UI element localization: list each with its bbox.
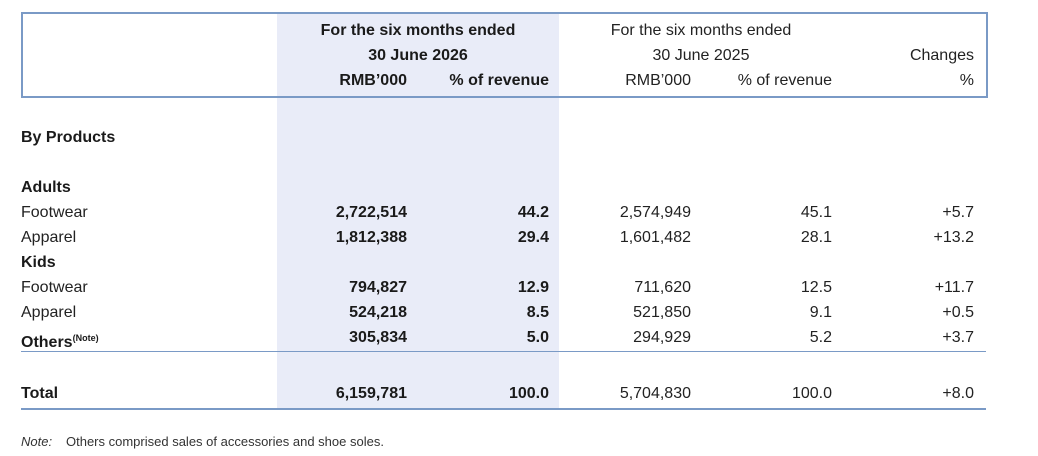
cell-pct-2026: 5.0 (526, 329, 549, 346)
cell-rmb-2026: 524,218 (349, 304, 407, 321)
total-pct-2025: 100.0 (791, 385, 832, 402)
cell-rmb-2026: 305,834 (349, 329, 407, 346)
cell-rmb-2025: 521,850 (633, 304, 691, 321)
prior-period-line2: 30 June 2025 (652, 47, 750, 64)
cell-rmb-2026: 794,827 (349, 279, 407, 296)
total-pct-2026: 100.0 (508, 385, 549, 402)
cell-pct-2025: 28.1 (800, 229, 832, 246)
cell-pct-2025: 12.5 (800, 279, 832, 296)
cell-pct-2025: 5.2 (809, 329, 832, 346)
footnote-label: Note: (21, 434, 53, 449)
cell-rmb-2025: 294,929 (633, 329, 691, 346)
cell-rmb-2026: 2,722,514 (335, 204, 407, 221)
cell-pct-2026: 8.5 (526, 304, 549, 321)
cell-change: +13.2 (933, 229, 974, 246)
divider-line (21, 351, 986, 352)
cell-rmb-2025: 2,574,949 (619, 204, 691, 221)
cell-change: +5.7 (942, 204, 974, 221)
section-title: By Products (21, 129, 116, 146)
total-underline (21, 408, 986, 410)
col-rmb-current: RMB’000 (339, 72, 407, 89)
total-label: Total (21, 385, 59, 402)
table-header-box (21, 12, 988, 98)
row-label: Footwear (21, 204, 88, 221)
total-rmb-2026: 6,159,781 (335, 385, 407, 402)
row-label-others: Others(Note) (21, 328, 99, 353)
col-rmb-prior: RMB’000 (625, 72, 691, 89)
total-change: +8.0 (942, 385, 974, 402)
current-period-line1: For the six months ended (320, 22, 516, 39)
footnote-text: Others comprised sales of accessories an… (66, 434, 384, 449)
cell-change: +0.5 (942, 304, 974, 321)
cell-pct-2026: 44.2 (517, 204, 549, 221)
cell-rmb-2026: 1,812,388 (335, 229, 407, 246)
col-pct-prior: % of revenue (737, 72, 832, 89)
row-label: Apparel (21, 229, 77, 246)
cell-pct-2026: 12.9 (517, 279, 549, 296)
cell-rmb-2025: 711,620 (634, 279, 691, 296)
current-period-line2: 30 June 2026 (368, 47, 468, 64)
row-label: Apparel (21, 304, 77, 321)
group-kids: Kids (21, 254, 56, 271)
cell-pct-2025: 45.1 (800, 204, 832, 221)
cell-pct-2026: 29.4 (517, 229, 549, 246)
changes-header: Changes (909, 47, 974, 64)
group-adults: Adults (21, 179, 71, 196)
changes-unit: % (959, 72, 974, 89)
current-period-highlight (277, 13, 559, 410)
cell-pct-2025: 9.1 (809, 304, 832, 321)
col-pct-current: % of revenue (449, 72, 549, 89)
row-label: Footwear (21, 279, 88, 296)
total-rmb-2025: 5,704,830 (619, 385, 691, 402)
cell-change: +3.7 (942, 329, 974, 346)
cell-change: +11.7 (934, 279, 974, 296)
note-marker: (Note) (72, 333, 99, 343)
footnote: Note: Others comprised sales of accessori… (21, 434, 384, 450)
prior-period-line1: For the six months ended (610, 22, 792, 39)
row-label: Others (21, 334, 73, 351)
cell-rmb-2025: 1,601,482 (619, 229, 691, 246)
